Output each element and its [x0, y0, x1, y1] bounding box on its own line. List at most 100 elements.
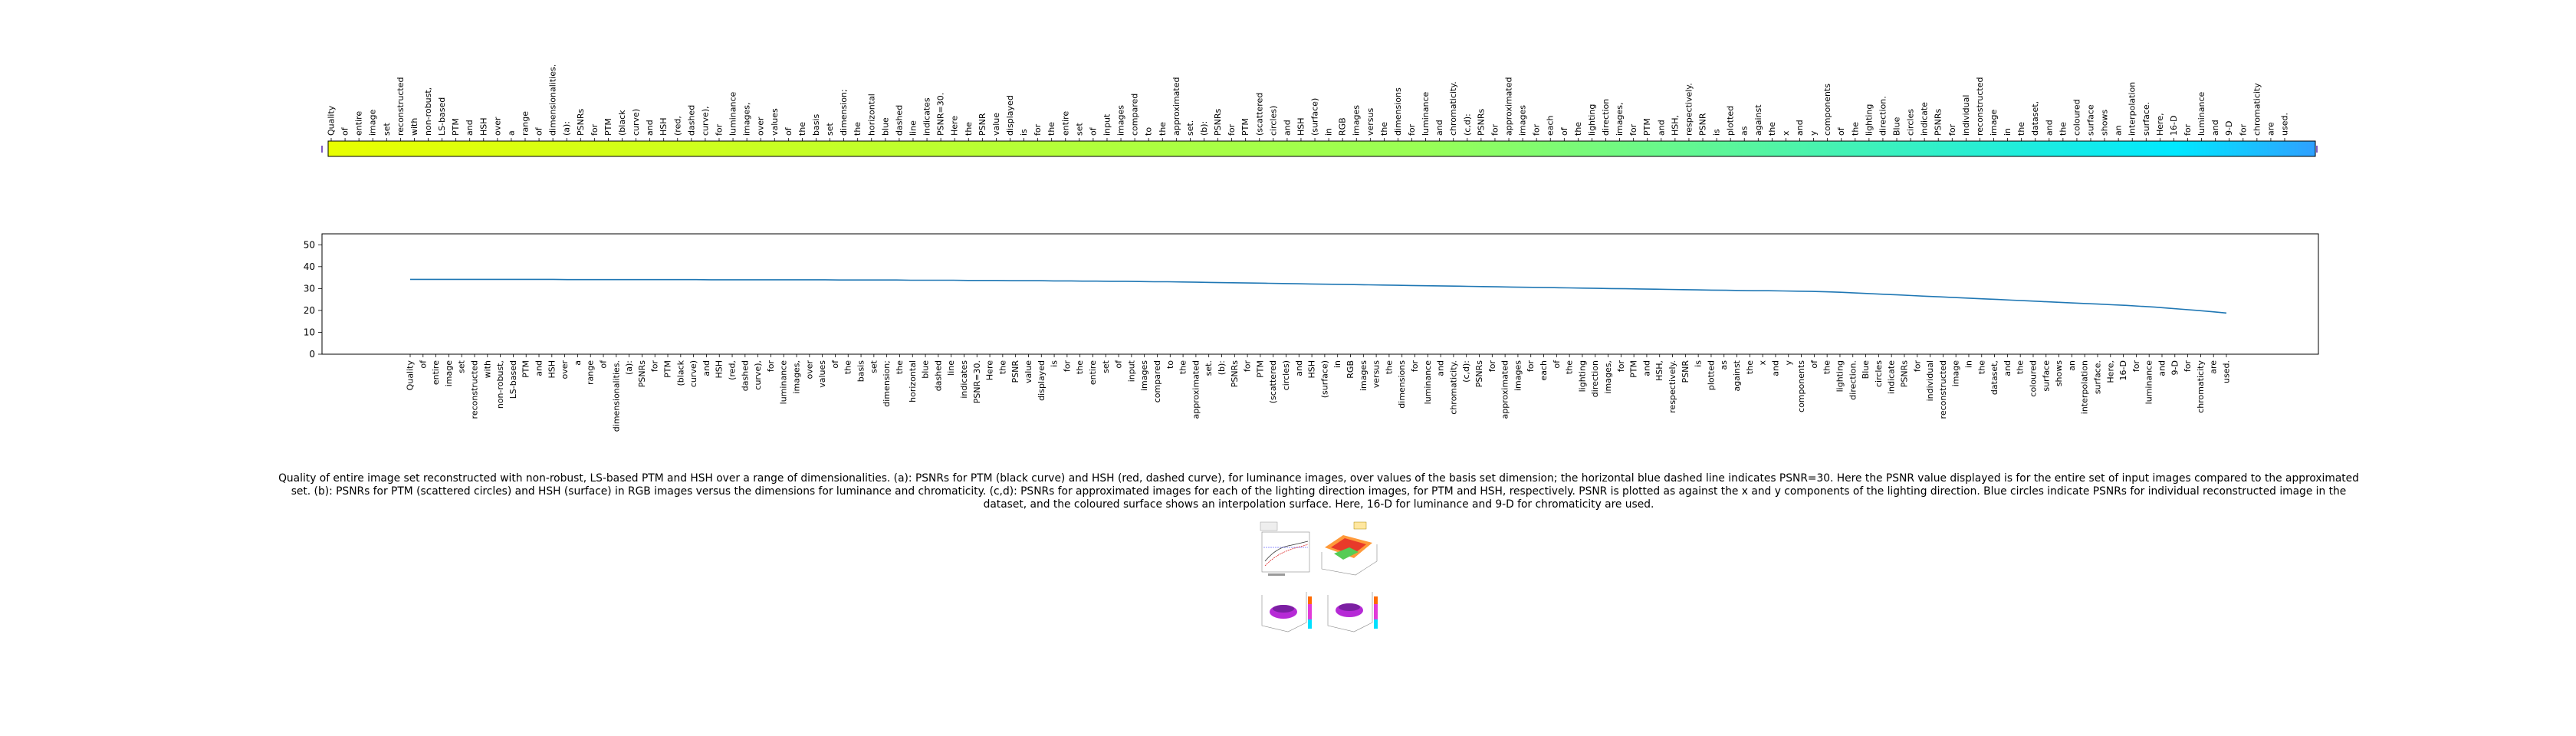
colorbar-tick-label: for: [2183, 123, 2193, 136]
x-axis-tick-label: 9-D: [2170, 360, 2180, 375]
x-axis-tick-label: in: [1963, 360, 1973, 368]
x-axis-tick-label: direction: [1590, 360, 1600, 397]
x-axis-tick-label: PTM: [1629, 360, 1639, 378]
x-axis-tick-label: chromaticity.: [1448, 360, 1458, 415]
x-axis-tick-label: for: [1912, 360, 1922, 373]
colorbar-tick-label: chromaticity.: [1448, 81, 1458, 136]
colorbar-tick-label: PSNRs: [1213, 109, 1223, 136]
x-axis-tick-label: (surface): [1319, 360, 1329, 398]
colorbar-tick-label: over: [492, 117, 502, 136]
x-axis-tick-label: curve),: [753, 360, 763, 390]
colorbar-tick-label: indicate: [1920, 102, 1930, 136]
colorbar-tick-label: circles): [1268, 106, 1278, 136]
colorbar-tick-label: (black: [617, 110, 627, 136]
x-axis-tick-label: chromaticity: [2196, 360, 2206, 413]
colorbar-tick-label: the: [797, 122, 807, 136]
x-axis-tick-label: and: [1294, 360, 1304, 376]
colorbar-tick-label: horizontal: [866, 94, 876, 136]
colorbar-tick-label: (c,d):: [1462, 113, 1472, 136]
colorbar-tick-label: is: [1712, 129, 1722, 136]
x-axis-tick-label: image: [444, 360, 454, 386]
colorbar-tick-label: HSH,: [1670, 115, 1680, 136]
colorbar-tick-label: the: [964, 122, 974, 136]
x-axis-tick-label: set: [457, 360, 467, 373]
x-axis-tick-label: and: [534, 360, 544, 376]
x-axis-tick-label: and: [1770, 360, 1780, 376]
x-axis-tick-label: PSNRs: [1230, 360, 1240, 387]
colorbar-tick-label: PTM: [451, 118, 461, 136]
colorbar-tick-label: for: [1532, 123, 1542, 136]
colorbar-tick-label: plotted: [1726, 106, 1736, 136]
x-axis-tick-label: approximated: [1500, 360, 1510, 419]
colorbar-tick-label: individual: [1961, 95, 1971, 136]
colorbar-tick-label: for: [1947, 123, 1957, 136]
thumb-panel-c: [1261, 592, 1312, 632]
x-axis-tick-label: for: [1616, 360, 1626, 373]
x-axis-tick-label: (c,d):: [1461, 360, 1471, 383]
colorbar-tick-label: blue: [880, 117, 890, 136]
colorbar-tick-label: and: [465, 120, 475, 136]
x-axis-tick-label: (b):: [1217, 360, 1227, 375]
colorbar-tick-label: the: [1767, 122, 1777, 136]
x-axis-tick-label: (red,: [728, 360, 738, 380]
colorbar-tick-label: set.: [1185, 120, 1195, 136]
x-axis-tick-label: HSH,: [1654, 360, 1664, 381]
x-axis-tick-label: Here,: [2105, 360, 2115, 383]
x-axis-tick-label: LS-based: [508, 360, 518, 399]
colorbar-tick-label: Quality: [327, 105, 337, 136]
colorbar-tick-label: dimensionalities.: [548, 64, 558, 136]
x-axis-tick-label: of: [1114, 360, 1124, 369]
x-axis-tick-label: over: [560, 360, 570, 380]
x-axis-tick-label: PSNRs: [637, 360, 647, 387]
x-axis-tick-label: the: [1976, 360, 1986, 374]
colorbar-tick-label: surface: [2086, 104, 2096, 136]
colorbar-tick-label: PTM: [1642, 118, 1652, 136]
colorbar-tick-label: PSNRs: [1476, 109, 1486, 136]
x-axis-tick-label: the: [1384, 360, 1394, 374]
colorbar-tick-label: values: [770, 108, 780, 136]
colorbar-tick-label: (a):: [562, 121, 572, 136]
x-axis-tick-label: lighting: [1835, 360, 1845, 392]
colorbar-tick-label: dashed: [894, 105, 904, 136]
colorbar-tick-label: PSNRs: [1934, 109, 1944, 136]
x-axis-tick-label: dataset,: [1990, 360, 1999, 395]
x-axis-tick-label: interpolation: [2080, 360, 2090, 414]
colorbar-tick-label: Blue: [1892, 117, 1902, 136]
x-axis-tick-label: direction.: [1848, 360, 1858, 400]
colorbar-tick-label: luminance: [2196, 91, 2206, 136]
x-axis-tick-label: of: [830, 360, 840, 369]
x-axis-tick-label: and: [2003, 360, 2013, 376]
colorbar-tick-label: PSNR: [1698, 113, 1708, 136]
colorbar-tick-label: lighting: [1864, 104, 1874, 136]
line-plot-frame: [321, 233, 2319, 355]
colorbar-tick-label: set: [1074, 123, 1084, 136]
colorbar-tick-label: Here,: [2155, 113, 2165, 136]
colorbar-tick-label: (red,: [672, 116, 682, 136]
x-axis-tick-label: the: [2016, 360, 2026, 374]
x-axis-tick-label: Blue: [1861, 360, 1871, 380]
x-axis-tick-label: to: [1165, 360, 1175, 369]
x-axis-tick-label: the: [895, 360, 905, 374]
x-axis-tick-label: RGB: [1346, 360, 1355, 379]
x-axis-tick-label: Quality: [406, 360, 416, 391]
colorbar-tick-label: HSH: [478, 117, 488, 136]
colorbar-tick-label: and: [2210, 120, 2220, 136]
x-axis-tick-label: PTM: [1255, 360, 1265, 378]
x-axis-tick-label: the: [1178, 360, 1188, 374]
x-axis-tick-label: surface: [2041, 360, 2051, 392]
x-axis-tick-label: is: [1694, 360, 1704, 367]
colorbar-tick-label: direction.: [1878, 96, 1888, 136]
x-axis-tick-label: non-robust,: [495, 360, 505, 409]
x-axis-tick-label: each: [1539, 360, 1549, 381]
colorbar-tick-label: approximated: [1171, 77, 1181, 136]
x-axis-tick-label: x: [1758, 360, 1768, 366]
colorbar-tick-label: displayed: [1005, 95, 1015, 136]
x-axis-tick-label: used.: [2222, 360, 2232, 383]
colorbar-tick-label: the: [853, 122, 863, 136]
colorbar-tick-label: and: [1282, 120, 1292, 136]
colorbar-tick-label: and: [1656, 120, 1666, 136]
colorbar-tick-label: used.: [2280, 113, 2290, 136]
colorbar-tick-label: PTM: [603, 118, 613, 136]
x-axis-tick-label: curve): [688, 360, 698, 387]
x-axis-tick-label: plotted: [1706, 360, 1716, 390]
